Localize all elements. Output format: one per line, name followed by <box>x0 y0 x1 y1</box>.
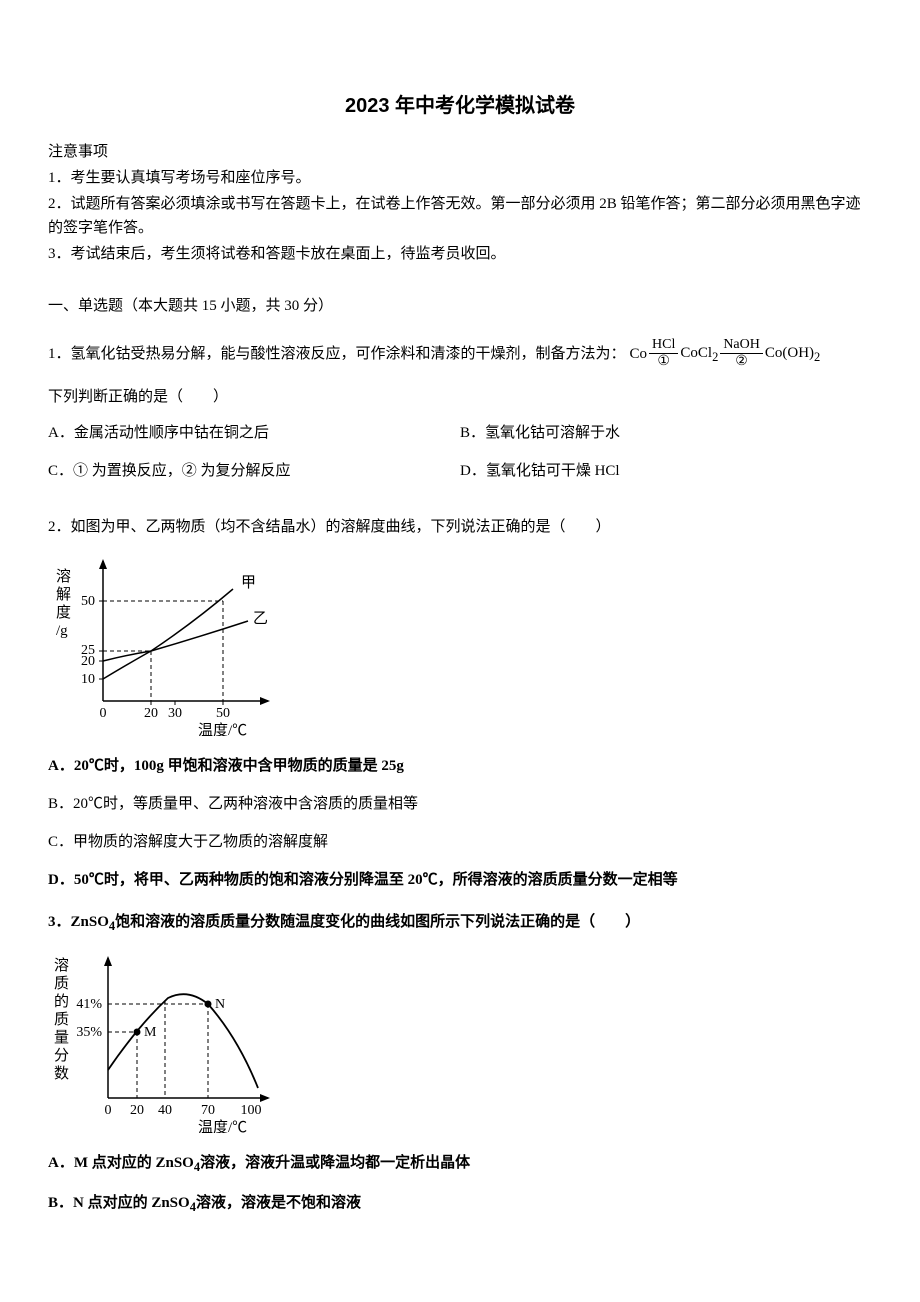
svg-text:0: 0 <box>105 1103 112 1118</box>
q1-arrow-2: NaOH ② <box>720 338 763 369</box>
q3-chart: 35% 41% 0 20 40 70 100 M <box>48 948 872 1141</box>
svg-text:质: 质 <box>54 1011 69 1028</box>
q1-substem: 下列判断正确的是（ ） <box>48 385 872 409</box>
svg-text:N: N <box>215 997 225 1012</box>
q2-option-b: B．20℃时，等质量甲、乙两种溶液中含溶质的质量相等 <box>48 792 872 816</box>
q2-option-a: A．20℃时，100g 甲饱和溶液中含甲物质的质量是 25g <box>48 754 872 778</box>
q1-arrow1-bot: ① <box>657 354 670 369</box>
svg-text:M: M <box>144 1025 157 1040</box>
svg-text:温度/℃: 温度/℃ <box>198 1119 247 1133</box>
svg-text:分: 分 <box>54 1047 69 1064</box>
q1-option-a: A．金属活动性顺序中钴在铜之后 <box>48 421 460 445</box>
q3-a-post: 溶液，溶液升温或降温均都一定析出晶体 <box>200 1155 470 1171</box>
q3-stem-suffix: 饱和溶液的溶质质量分数随温度变化的曲线如图所示下列说法正确的是（ ） <box>115 914 640 930</box>
svg-text:70: 70 <box>201 1103 215 1118</box>
svg-text:甲: 甲 <box>241 575 256 591</box>
svg-text:20: 20 <box>144 706 158 721</box>
svg-text:质: 质 <box>54 975 69 992</box>
q3-chart-svg: 35% 41% 0 20 40 70 100 M <box>48 948 288 1133</box>
svg-text:0: 0 <box>100 706 107 721</box>
svg-text:乙: 乙 <box>253 611 268 627</box>
q1-arrow1-top: HCl <box>649 338 678 354</box>
q2-stem: 2．如图为甲、乙两物质（均不含结晶水）的溶解度曲线，下列说法正确的是（ ） <box>48 515 872 539</box>
q2-chart: 10 20 25 50 0 20 30 50 <box>48 551 872 744</box>
q3-b-pre: B．N 点对应的 ZnSO <box>48 1195 190 1211</box>
svg-text:30: 30 <box>168 706 182 721</box>
question-1: 1．氢氧化钴受热易分解，能与酸性溶液反应，可作涂料和清漆的干燥剂，制备方法为： … <box>48 338 872 497</box>
svg-text:溶: 溶 <box>56 568 71 585</box>
q2-option-c: C．甲物质的溶解度大于乙物质的溶解度解 <box>48 830 872 854</box>
q2-options: A．20℃时，100g 甲饱和溶液中含甲物质的质量是 25g B．20℃时，等质… <box>48 754 872 892</box>
svg-text:25: 25 <box>81 643 95 658</box>
q1-formula-c: Co(OH)2 <box>765 341 820 367</box>
q1-formula-c-sub: 2 <box>814 350 820 364</box>
q2-chart-svg: 10 20 25 50 0 20 30 50 <box>48 551 288 736</box>
svg-text:20: 20 <box>130 1103 144 1118</box>
q1-option-d: D．氢氧化钴可干燥 HCl <box>460 459 872 483</box>
q1-formula: Co HCl ① CoCl2 NaOH ② Co(OH)2 <box>630 338 821 369</box>
q1-formula-c-text: Co(OH) <box>765 345 814 361</box>
q2-stem-text: 2．如图为甲、乙两物质（均不含结晶水）的溶解度曲线，下列说法正确的是（ ） <box>48 515 611 539</box>
q3-option-a: A．M 点对应的 ZnSO4溶液，溶液升温或降温均都一定析出晶体 <box>48 1151 872 1177</box>
svg-text:40: 40 <box>158 1103 172 1118</box>
q3-a-pre: A．M 点对应的 ZnSO <box>48 1155 194 1171</box>
q1-formula-b-sub: 2 <box>712 350 718 364</box>
svg-text:数: 数 <box>54 1065 69 1082</box>
svg-text:温度/℃: 温度/℃ <box>198 722 247 736</box>
svg-text:100: 100 <box>241 1103 262 1118</box>
svg-text:量: 量 <box>54 1030 69 1046</box>
svg-text:溶: 溶 <box>54 957 69 974</box>
notice-line-2: 2．试题所有答案必须填涂或书写在答题卡上，在试卷上作答无效。第一部分必须用 2B… <box>48 192 872 240</box>
q1-options: A．金属活动性顺序中钴在铜之后 B．氢氧化钴可溶解于水 C．① 为置换反应，② … <box>48 421 872 497</box>
q1-arrow-1: HCl ① <box>649 338 678 369</box>
section-heading: 一、单选题（本大题共 15 小题，共 30 分） <box>48 294 872 318</box>
q1-formula-b-text: CoCl <box>680 345 712 361</box>
q1-arrow2-top: NaOH <box>720 338 763 354</box>
q3-b-post: 溶液，溶液是不饱和溶液 <box>196 1195 361 1211</box>
q1-formula-b: CoCl2 <box>680 341 718 367</box>
svg-text:50: 50 <box>81 594 95 609</box>
q3-stem-prefix: 3．ZnSO <box>48 914 109 930</box>
svg-text:解: 解 <box>56 586 71 603</box>
notice-line-1: 1．考生要认真填写考场号和座位序号。 <box>48 166 872 190</box>
notice-heading: 注意事项 <box>48 140 872 164</box>
q1-option-b: B．氢氧化钴可溶解于水 <box>460 421 872 445</box>
question-3: 3．ZnSO4饱和溶液的溶质质量分数随温度变化的曲线如图所示下列说法正确的是（ … <box>48 910 872 1217</box>
q3-stem-line: 3．ZnSO4饱和溶液的溶质质量分数随温度变化的曲线如图所示下列说法正确的是（ … <box>48 910 640 936</box>
q3-option-b: B．N 点对应的 ZnSO4溶液，溶液是不饱和溶液 <box>48 1191 872 1217</box>
question-2: 2．如图为甲、乙两物质（均不含结晶水）的溶解度曲线，下列说法正确的是（ ） 10… <box>48 515 872 892</box>
svg-text:50: 50 <box>216 706 230 721</box>
q3-options: A．M 点对应的 ZnSO4溶液，溶液升温或降温均都一定析出晶体 B．N 点对应… <box>48 1151 872 1217</box>
page-title: 2023 年中考化学模拟试卷 <box>48 90 872 122</box>
svg-text:/g: /g <box>56 623 68 639</box>
svg-text:的: 的 <box>54 993 69 1010</box>
svg-text:度: 度 <box>56 604 71 621</box>
svg-text:35%: 35% <box>76 1025 102 1040</box>
notice-line-3: 3．考试结束后，考生须将试卷和答题卡放在桌面上，待监考员收回。 <box>48 242 872 266</box>
q1-option-c: C．① 为置换反应，② 为复分解反应 <box>48 459 460 483</box>
svg-text:41%: 41% <box>76 997 102 1012</box>
q3-stem: 3．ZnSO4饱和溶液的溶质质量分数随温度变化的曲线如图所示下列说法正确的是（ … <box>48 910 872 936</box>
q1-formula-a: Co <box>630 342 648 366</box>
svg-text:10: 10 <box>81 672 95 687</box>
q1-stem-prefix: 1．氢氧化钴受热易分解，能与酸性溶液反应，可作涂料和清漆的干燥剂，制备方法为： <box>48 342 626 366</box>
q1-arrow2-bot: ② <box>735 354 748 369</box>
q1-stem: 1．氢氧化钴受热易分解，能与酸性溶液反应，可作涂料和清漆的干燥剂，制备方法为： … <box>48 338 872 369</box>
q2-option-d: D．50℃时，将甲、乙两种物质的饱和溶液分别降温至 20℃，所得溶液的溶质质量分… <box>48 868 872 892</box>
